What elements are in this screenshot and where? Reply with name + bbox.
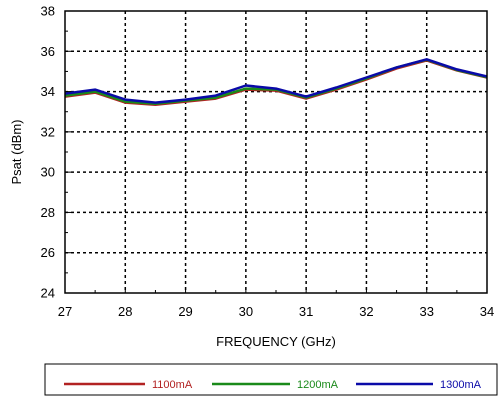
y-tick-label: 24 (41, 286, 55, 301)
series-lines (64, 58, 488, 106)
series-line-1200mA (64, 58, 488, 105)
series-line-1100mA (64, 59, 488, 106)
legend-label-1200mA: 1200mA (297, 379, 339, 391)
y-tick-label: 36 (41, 44, 55, 59)
x-tick-label: 30 (239, 304, 253, 319)
legend-box (44, 363, 498, 396)
y-tick-label: 38 (41, 4, 55, 19)
y-tick-label: 32 (41, 124, 55, 139)
x-axis-label: FREQUENCY (GHz) (216, 334, 336, 349)
x-tick-label: 31 (299, 304, 313, 319)
legend-label-1100mA: 1100mA (152, 379, 193, 391)
plot-frame (64, 10, 488, 294)
grid-lines (65, 11, 487, 293)
axis-ticks (64, 10, 488, 294)
y-tick-label: 34 (41, 84, 55, 99)
y-tick-label: 28 (41, 205, 55, 220)
x-tick-label: 32 (359, 304, 373, 319)
x-tick-label: 28 (118, 304, 132, 319)
series-line-1300mA (64, 58, 488, 104)
x-tick-label: 27 (58, 304, 72, 319)
x-tick-label: 34 (480, 304, 494, 319)
y-tick-label: 26 (41, 245, 55, 260)
y-tick-label: 30 (41, 165, 55, 180)
legend-label-1300mA: 1300mA (440, 379, 482, 391)
x-tick-label: 33 (419, 304, 433, 319)
y-axis-label: Psat (dBm) (9, 119, 24, 184)
legend: 1100mA 1200mA 1300mA (64, 379, 482, 391)
x-tick-label: 29 (178, 304, 192, 319)
tick-labels: 27 28 29 30 31 32 33 34 24 26 28 30 32 34 36 38 (41, 4, 495, 320)
